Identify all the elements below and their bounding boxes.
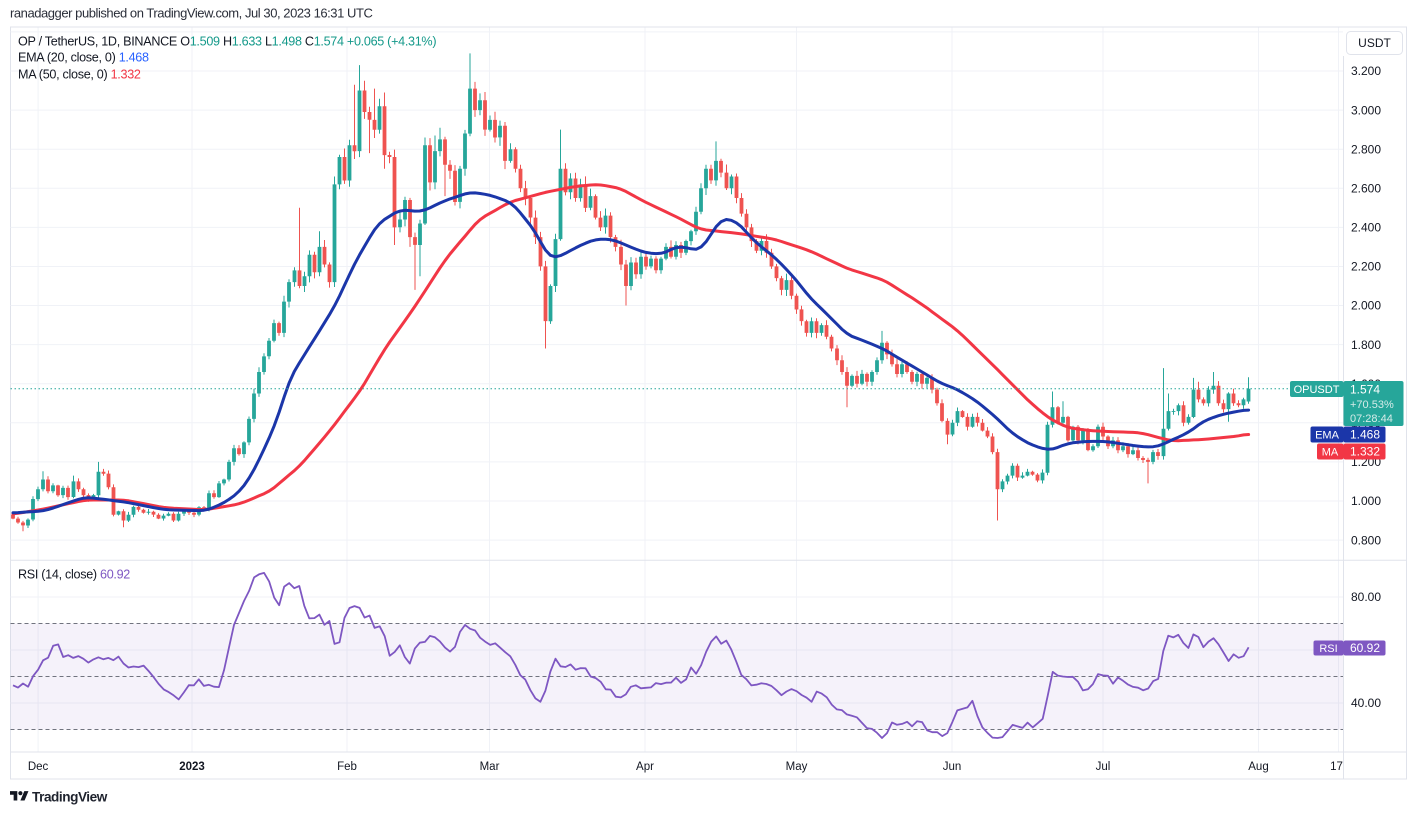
svg-text:Jun: Jun [943, 761, 962, 773]
svg-text:EMA: EMA [1315, 430, 1340, 442]
svg-text:Mar: Mar [480, 761, 500, 773]
svg-text:1.000: 1.000 [1351, 494, 1381, 508]
svg-text:2.200: 2.200 [1351, 260, 1381, 274]
svg-text:80.00: 80.00 [1351, 590, 1381, 604]
svg-text:May: May [786, 761, 808, 773]
svg-text:3.000: 3.000 [1351, 103, 1381, 117]
svg-text:Jul: Jul [1096, 761, 1111, 773]
svg-text:Apr: Apr [636, 761, 654, 773]
svg-text:1.574: 1.574 [1350, 383, 1380, 397]
svg-text:2.000: 2.000 [1351, 299, 1381, 313]
svg-text:17: 17 [1330, 761, 1343, 773]
svg-text:EMA (20, close, 0) 1.468: EMA (20, close, 0) 1.468 [18, 51, 149, 65]
svg-text:2.800: 2.800 [1351, 142, 1381, 156]
svg-text:TradingView: TradingView [32, 790, 108, 805]
svg-text:1.468: 1.468 [1350, 428, 1380, 442]
svg-text:3.200: 3.200 [1351, 64, 1381, 78]
svg-text:MA: MA [1322, 447, 1339, 459]
svg-text:USDT: USDT [1358, 36, 1391, 50]
svg-text:Dec: Dec [28, 761, 49, 773]
svg-text:ranadagger published on Tradin: ranadagger published on TradingView.com,… [10, 5, 372, 20]
svg-text:40.00: 40.00 [1351, 696, 1381, 710]
svg-text:Aug: Aug [1248, 761, 1268, 773]
svg-text:2.400: 2.400 [1351, 221, 1381, 235]
svg-text:Feb: Feb [337, 761, 357, 773]
svg-text:1.800: 1.800 [1351, 338, 1381, 352]
svg-text:60.92: 60.92 [1350, 641, 1380, 655]
svg-text:RSI: RSI [1319, 643, 1337, 655]
svg-text:OPUSDT: OPUSDT [1294, 384, 1340, 396]
svg-text:MA (50, close, 0) 1.332: MA (50, close, 0) 1.332 [18, 68, 141, 82]
svg-text:+70.53%: +70.53% [1350, 399, 1394, 411]
svg-text:1.332: 1.332 [1350, 445, 1380, 459]
svg-text:07:28:44: 07:28:44 [1350, 413, 1393, 425]
svg-text:OP / TetherUS, 1D, BINANCE O1: OP / TetherUS, 1D, BINANCE O1.509 H1.633… [18, 34, 436, 48]
svg-text:RSI (14, close) 60.92: RSI (14, close) 60.92 [18, 567, 130, 581]
svg-text:2.600: 2.600 [1351, 182, 1381, 196]
svg-text:2023: 2023 [179, 761, 205, 773]
svg-text:0.800: 0.800 [1351, 533, 1381, 547]
